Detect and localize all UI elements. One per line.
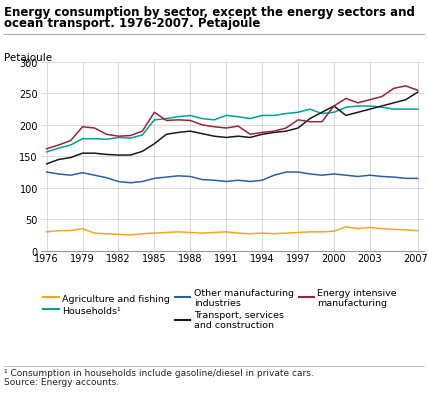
Legend: Agriculture and fishing, Households¹, Other manufacturing
industries, Transport,: Agriculture and fishing, Households¹, Ot… [44, 288, 397, 329]
Text: Energy consumption by sector, except the energy sectors and: Energy consumption by sector, except the… [4, 6, 415, 19]
Text: ocean transport. 1976-2007. Petajoule: ocean transport. 1976-2007. Petajoule [4, 17, 261, 30]
Text: Source: Energy accounts.: Source: Energy accounts. [4, 377, 119, 386]
Text: ¹ Consumption in households include gasoline/diesel in private cars.: ¹ Consumption in households include gaso… [4, 369, 314, 377]
Text: Petajoule: Petajoule [4, 53, 52, 63]
